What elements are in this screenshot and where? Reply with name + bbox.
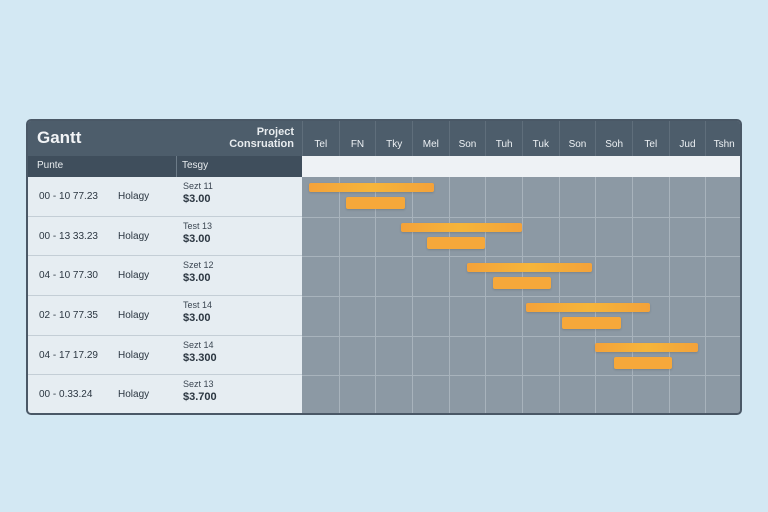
- day-header-cell: Tuk: [522, 121, 559, 156]
- task-name: Sezt 14: [183, 339, 214, 350]
- project-title-text: Project Consruation: [229, 126, 294, 150]
- day-header-cell: Tel: [632, 121, 669, 156]
- header-bar: Gantt Project Consruation Tel FN Tky Mel Son…: [28, 121, 740, 156]
- grid-vline: [595, 177, 597, 413]
- column-header: Punte Tesgy: [28, 156, 302, 177]
- column-separator: [176, 156, 177, 177]
- task-row[interactable]: 04 - 10 77.30 Holagy Szet 12 $3.00: [28, 256, 302, 296]
- task-name: Szet 12: [183, 260, 214, 271]
- task-row[interactable]: 00 - 13 33.23 Holagy Test 13 $3.00: [28, 217, 302, 257]
- grid-vline: [632, 177, 633, 413]
- gantt-bar[interactable]: [562, 317, 621, 329]
- task-resource: Holagy: [118, 191, 150, 202]
- task-row[interactable]: 00 - 10 77.23 Holagy Sezt 11 $3.00: [28, 177, 302, 217]
- gantt-bar[interactable]: [309, 183, 434, 192]
- app-title: Gantt: [37, 128, 82, 147]
- grid-hline: [302, 296, 740, 297]
- grid-hline: [302, 216, 740, 218]
- grid-vline: [705, 177, 707, 413]
- grid-vline: [412, 177, 413, 413]
- grid-vline: [375, 177, 377, 413]
- task-date: 04 - 10 77.30: [39, 270, 98, 282]
- gantt-chart-area: [302, 177, 740, 413]
- task-date: 04 - 17 17.29: [39, 349, 98, 361]
- day-header-cell: Tshn: [705, 121, 740, 156]
- task-name: Sezt 13: [183, 379, 214, 390]
- task-date: 00 - 13 33.23: [39, 230, 98, 242]
- day-header-cell: Tky: [375, 121, 412, 156]
- gantt-bar[interactable]: [426, 237, 486, 249]
- day-header-cell: Soh: [595, 121, 632, 156]
- gantt-bar[interactable]: [401, 223, 522, 232]
- grid-hline: [302, 375, 740, 377]
- gantt-bar[interactable]: [595, 343, 698, 352]
- project-title: Project Consruation: [218, 126, 294, 150]
- day-header-cell: Mel: [412, 121, 449, 156]
- task-cost: $3.700: [183, 391, 217, 404]
- gantt-bar[interactable]: [467, 263, 592, 272]
- column-header-name[interactable]: Punte: [37, 160, 64, 171]
- task-resource: Holagy: [118, 389, 150, 401]
- day-header-cell: Tel: [302, 121, 339, 156]
- day-header-cell: FN: [338, 121, 376, 156]
- gantt-window: Gantt Project Consruation Tel FN Tky Mel Son…: [26, 119, 742, 415]
- task-cost: $3.00: [183, 232, 211, 245]
- gantt-bar[interactable]: [346, 197, 405, 209]
- grid-hline: [302, 256, 740, 258]
- day-header-cell: Son: [448, 121, 486, 156]
- grid-vline: [485, 177, 487, 413]
- task-row[interactable]: 04 - 17 17.29 Holagy Sezt 14 $3.300: [28, 336, 302, 376]
- timeline-strip: [302, 156, 740, 177]
- gantt-bar[interactable]: [613, 357, 673, 369]
- task-cost: $3.00: [183, 193, 211, 205]
- task-name: Sezt 11: [183, 181, 213, 191]
- day-header: Tel FN Tky Mel Son Tuh Tuk Son Soh Tel Jud Tshn: [302, 121, 740, 156]
- day-header-cell: Son: [558, 121, 596, 156]
- grid-vline: [522, 177, 523, 413]
- task-date: 00 - 10 77.23: [39, 191, 98, 202]
- task-date: 02 - 10 77.35: [39, 310, 98, 321]
- grid-vline: [558, 177, 560, 413]
- grid-vline: [338, 177, 340, 413]
- column-header-task[interactable]: Tesgy: [182, 160, 209, 171]
- task-name: Test 13: [183, 220, 213, 231]
- gantt-bar[interactable]: [525, 303, 651, 312]
- task-resource: Holagy: [118, 230, 150, 242]
- task-resource: Holagy: [118, 349, 150, 361]
- task-cost: $3.300: [183, 351, 217, 364]
- task-name: Test 14: [183, 300, 213, 310]
- task-resource: Holagy: [118, 310, 150, 321]
- task-row[interactable]: 00 - 0.33.24 Holagy Sezt 13 $3.700: [28, 375, 302, 413]
- day-header-cell: Tuh: [485, 121, 522, 156]
- grid-vline: [668, 177, 670, 413]
- task-date: 00 - 0.33.24: [39, 389, 93, 401]
- task-cost: $3.00: [183, 272, 211, 285]
- grid-vline: [448, 177, 450, 413]
- gantt-bar[interactable]: [492, 277, 552, 289]
- task-cost: $3.00: [183, 312, 211, 324]
- day-header-cell: Jud: [668, 121, 706, 156]
- task-row[interactable]: 02 - 10 77.35 Holagy Test 14 $3.00: [28, 296, 302, 336]
- grid-hline: [302, 335, 740, 337]
- task-resource: Holagy: [118, 270, 150, 282]
- task-list: 00 - 10 77.23 Holagy Sezt 11 $3.00 00 - 13 3…: [28, 177, 302, 413]
